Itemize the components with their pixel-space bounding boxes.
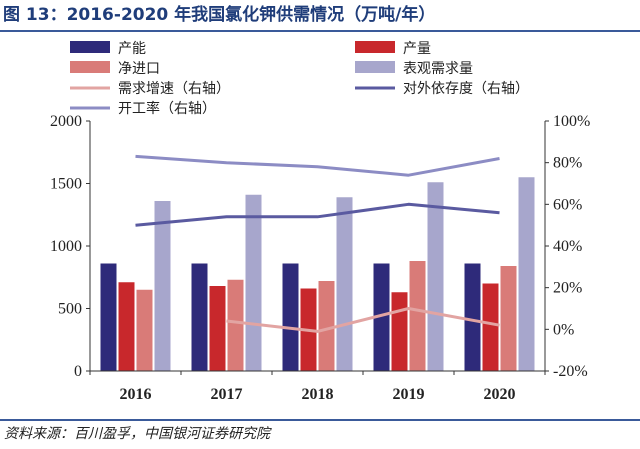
legend-swatch-2 xyxy=(355,41,395,53)
y-right-tick-label: 80% xyxy=(553,155,582,172)
bar-1-2019 xyxy=(373,263,390,371)
bar-3-2020 xyxy=(500,266,517,371)
bar-2-2019 xyxy=(391,292,408,371)
bar-3-2016 xyxy=(136,289,153,371)
bar-3-2018 xyxy=(318,281,335,371)
source-divider xyxy=(0,419,640,421)
bar-3-2019 xyxy=(409,261,426,371)
legend-label-2: 产量 xyxy=(403,41,431,57)
y-left-tick-label: 1000 xyxy=(50,238,82,255)
x-tick-label-2019: 2019 xyxy=(393,386,425,403)
bar-4-2019 xyxy=(427,182,444,371)
legend-label-7: 开工率（右轴） xyxy=(118,100,216,117)
y-right-tick-label: 100% xyxy=(553,113,590,130)
legend-swatch-4 xyxy=(355,61,395,73)
bar-3-2017 xyxy=(227,279,244,371)
source-note: 资料来源：百川盈孚，中国银河证券研究院 xyxy=(4,426,270,442)
legend-label-5: 需求增速（右轴） xyxy=(118,81,230,97)
y-right-tick-label: 60% xyxy=(553,196,582,213)
legend-label-3: 净进口 xyxy=(118,61,160,77)
bar-2-2020 xyxy=(482,283,499,371)
bar-1-2018 xyxy=(282,263,299,371)
bar-4-2018 xyxy=(336,197,353,371)
y-right-tick-label: 40% xyxy=(553,238,582,255)
y-right-tick-label: -20% xyxy=(553,363,588,380)
legend-swatch-1 xyxy=(70,41,110,53)
y-left-tick-label: 500 xyxy=(58,301,82,318)
bar-2-2016 xyxy=(118,282,135,371)
x-tick-label-2017: 2017 xyxy=(211,386,243,403)
y-left-tick-label: 2000 xyxy=(50,113,82,130)
line-series-1 xyxy=(226,307,500,333)
y-left-tick-label: 0 xyxy=(74,363,82,380)
bar-4-2017 xyxy=(245,194,262,371)
x-tick-label-2018: 2018 xyxy=(302,386,334,403)
y-right-tick-label: 20% xyxy=(553,280,582,297)
bar-1-2017 xyxy=(191,263,208,371)
x-tick-label-2016: 2016 xyxy=(120,386,152,403)
bar-4-2016 xyxy=(154,201,171,371)
figure-title: 图 13：2016-2020 年我国氯化钾供需情况（万吨/年） xyxy=(3,5,436,25)
bar-2-2017 xyxy=(209,286,226,371)
bar-1-2020 xyxy=(464,263,481,371)
legend-label-1: 产能 xyxy=(118,41,146,57)
line-series-2 xyxy=(135,202,500,227)
x-tick-label-2020: 2020 xyxy=(484,386,516,403)
y-left-tick-label: 1500 xyxy=(50,176,82,193)
title-divider xyxy=(0,30,640,32)
bar-4-2020 xyxy=(518,177,535,371)
legend-label-4: 表观需求量 xyxy=(403,61,473,77)
legend-swatch-3 xyxy=(70,61,110,73)
y-right-tick-label: 0% xyxy=(553,321,574,338)
legend-label-6: 对外依存度（右轴） xyxy=(403,81,529,97)
bar-1-2016 xyxy=(100,263,117,371)
line-series-3 xyxy=(135,154,500,177)
